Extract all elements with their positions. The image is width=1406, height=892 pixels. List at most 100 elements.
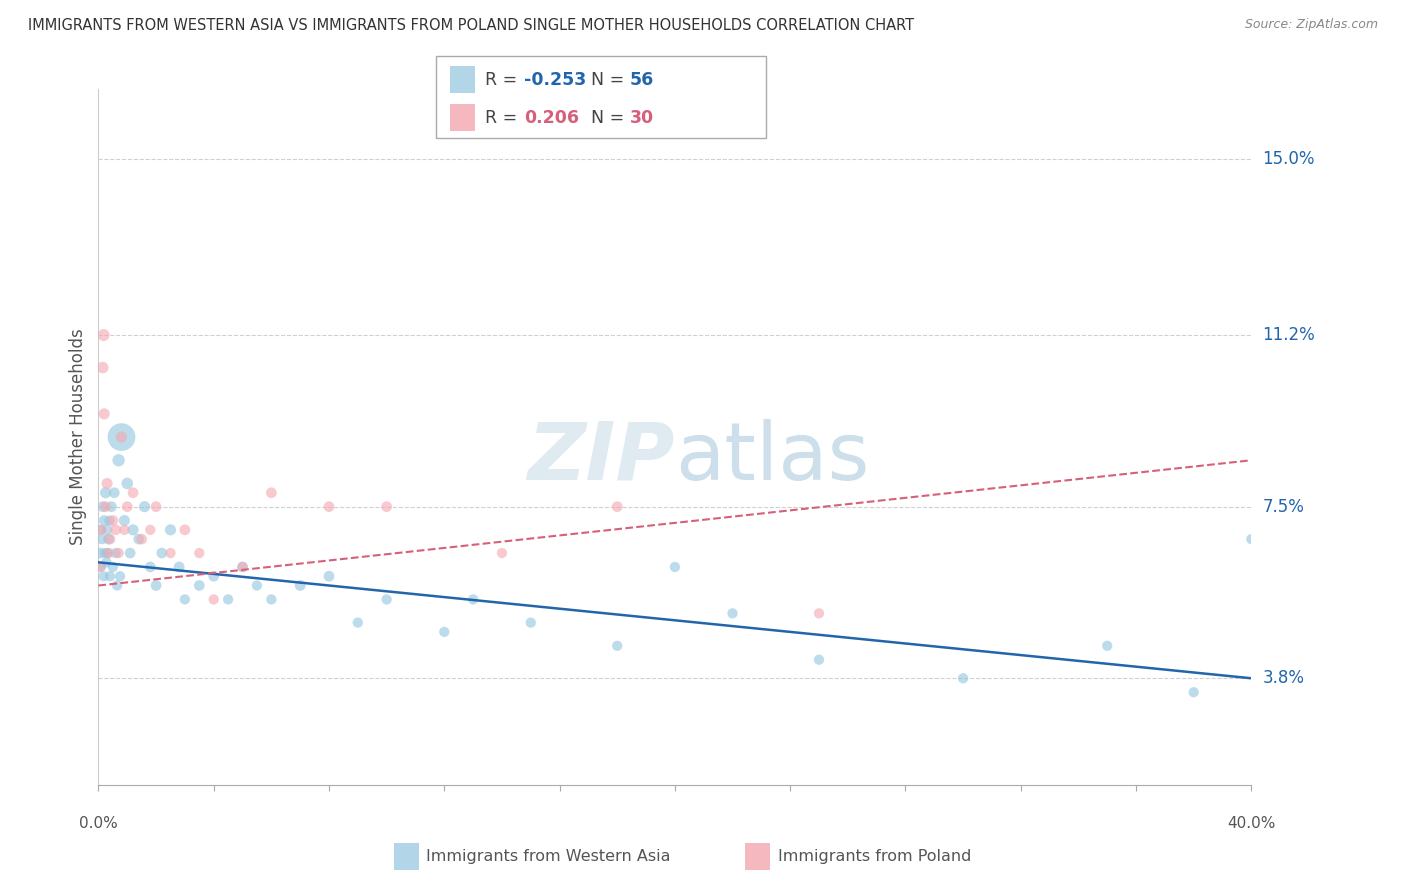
Text: R =: R = — [485, 109, 523, 127]
Point — [96, 476, 118, 491]
Point — [108, 569, 131, 583]
Point — [122, 523, 145, 537]
Point — [290, 578, 312, 592]
Text: 40.0%: 40.0% — [1227, 815, 1275, 830]
Point — [90, 523, 112, 537]
Text: -0.253: -0.253 — [524, 70, 586, 89]
Point — [93, 569, 115, 583]
Point — [139, 560, 162, 574]
Point — [131, 532, 153, 546]
Text: 30: 30 — [630, 109, 654, 127]
Point — [346, 615, 368, 630]
Point — [520, 615, 543, 630]
Point — [174, 592, 197, 607]
Point — [107, 453, 129, 467]
Point — [167, 560, 190, 574]
Point — [117, 500, 138, 514]
Point — [94, 500, 117, 514]
Text: 0.206: 0.206 — [524, 109, 579, 127]
Point — [89, 546, 111, 560]
Text: N =: N = — [591, 70, 630, 89]
Point — [90, 532, 112, 546]
Point — [491, 546, 513, 560]
Text: atlas: atlas — [675, 419, 869, 497]
Text: ZIP: ZIP — [527, 419, 675, 497]
Text: R =: R = — [485, 70, 523, 89]
Point — [97, 546, 120, 560]
Point — [461, 592, 484, 607]
Point — [98, 514, 121, 528]
Point — [231, 560, 254, 574]
Point — [159, 546, 181, 560]
Point — [110, 430, 132, 444]
Point — [721, 607, 744, 621]
Text: 0.0%: 0.0% — [79, 815, 118, 830]
Point — [318, 500, 340, 514]
Point — [128, 532, 150, 546]
Text: Immigrants from Western Asia: Immigrants from Western Asia — [426, 849, 671, 863]
Text: 11.2%: 11.2% — [1263, 326, 1315, 344]
Point — [104, 546, 127, 560]
Point — [145, 578, 167, 592]
Point — [375, 592, 398, 607]
Point — [260, 485, 283, 500]
Point — [98, 532, 121, 546]
Point — [96, 523, 118, 537]
Point — [94, 485, 117, 500]
Text: Immigrants from Poland: Immigrants from Poland — [778, 849, 972, 863]
Point — [110, 430, 132, 444]
Point — [1097, 639, 1119, 653]
Point — [606, 639, 628, 653]
Point — [231, 560, 254, 574]
Text: 15.0%: 15.0% — [1263, 150, 1315, 168]
Point — [89, 560, 111, 574]
Point — [260, 592, 283, 607]
Point — [97, 546, 120, 560]
Point — [606, 500, 628, 514]
Point — [807, 653, 830, 667]
Point — [1240, 532, 1263, 546]
Point — [107, 546, 129, 560]
Point — [318, 569, 340, 583]
Text: Source: ZipAtlas.com: Source: ZipAtlas.com — [1244, 18, 1378, 31]
Text: 7.5%: 7.5% — [1263, 498, 1305, 516]
Point — [952, 671, 974, 685]
Point — [159, 523, 181, 537]
Point — [101, 560, 124, 574]
Point — [104, 523, 127, 537]
Point — [91, 360, 114, 375]
Point — [93, 407, 115, 421]
Point — [375, 500, 398, 514]
Point — [93, 514, 115, 528]
Point — [664, 560, 686, 574]
Point — [117, 476, 138, 491]
Point — [120, 546, 142, 560]
Point — [97, 532, 120, 546]
Point — [93, 328, 115, 343]
Point — [101, 514, 124, 528]
Point — [96, 555, 118, 569]
Point — [145, 500, 167, 514]
Point — [150, 546, 173, 560]
Point — [188, 546, 211, 560]
Point — [112, 523, 135, 537]
Point — [807, 607, 830, 621]
Point — [188, 578, 211, 592]
Point — [246, 578, 269, 592]
Text: 56: 56 — [630, 70, 654, 89]
Point — [91, 500, 114, 514]
Point — [202, 592, 225, 607]
Text: IMMIGRANTS FROM WESTERN ASIA VS IMMIGRANTS FROM POLAND SINGLE MOTHER HOUSEHOLDS : IMMIGRANTS FROM WESTERN ASIA VS IMMIGRAN… — [28, 18, 914, 33]
Point — [217, 592, 239, 607]
Text: 3.8%: 3.8% — [1263, 669, 1305, 687]
Point — [112, 514, 135, 528]
Point — [139, 523, 162, 537]
Point — [94, 546, 117, 560]
Point — [174, 523, 197, 537]
Point — [122, 485, 145, 500]
Point — [134, 500, 156, 514]
Point — [98, 569, 121, 583]
Point — [105, 578, 128, 592]
Point — [202, 569, 225, 583]
Point — [1182, 685, 1205, 699]
